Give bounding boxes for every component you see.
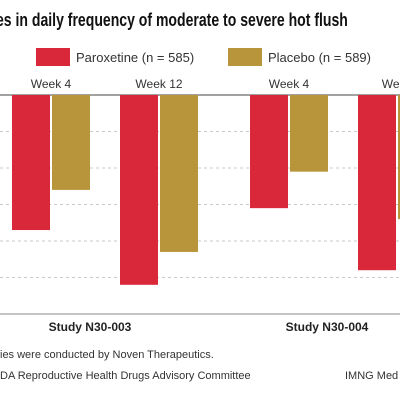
bar-placebo: [290, 95, 328, 172]
week-label: Week 4: [31, 77, 72, 91]
legend-label-paroxetine: Paroxetine (n = 585): [76, 50, 195, 65]
week-label: Week 4: [269, 77, 310, 91]
legend: Paroxetine (n = 585) Placebo (n = 589): [0, 48, 400, 68]
week-label: Week: [382, 77, 400, 91]
legend-swatch-placebo: [228, 48, 262, 66]
bar-paroxetine: [12, 95, 50, 231]
bar-placebo: [52, 95, 90, 190]
bar-paroxetine: [250, 95, 288, 209]
chart-title: es in daily frequency of moderate to sev…: [0, 10, 348, 30]
legend-label-placebo: Placebo (n = 589): [268, 50, 371, 65]
study-label: Study N30-004: [286, 320, 369, 334]
bar-paroxetine: [358, 95, 396, 271]
legend-swatch-paroxetine: [36, 48, 70, 66]
bar-paroxetine: [120, 95, 158, 285]
bar-placebo: [398, 95, 400, 220]
bar-placebo: [160, 95, 198, 252]
study-label: Study N30-003: [49, 320, 132, 334]
week-label: Week 12: [135, 77, 182, 91]
